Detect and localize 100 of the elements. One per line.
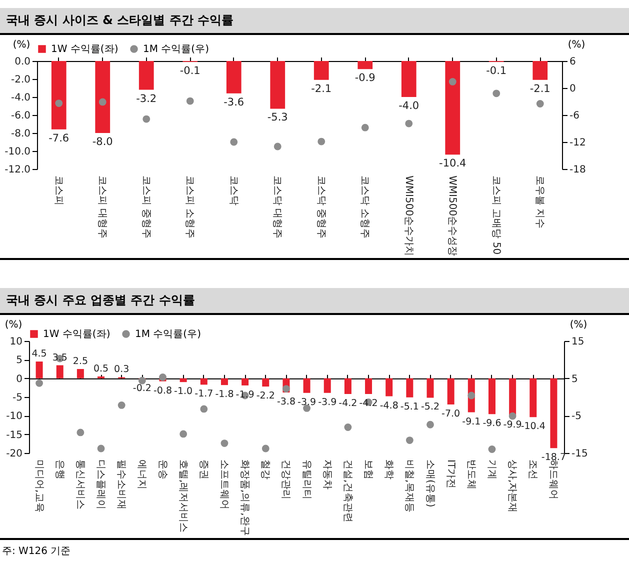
y-axis-title: (%) — [4, 320, 22, 330]
y2-tick-label: 5 — [572, 374, 578, 385]
y-tick-label: 0.0 — [14, 56, 30, 68]
x-tick-label: 운송 — [156, 460, 168, 480]
x-tick-label: 코스피 고배당 50 — [490, 176, 502, 255]
data-label: -9.9 — [503, 419, 522, 430]
x-tick-label: 상사,자본재 — [506, 460, 518, 513]
data-label: -5.1 — [400, 401, 419, 412]
data-label: -3.6 — [224, 96, 244, 108]
y-tick-label: -6.0 — [10, 110, 30, 122]
x-tick-label: 소매(유통) — [424, 460, 436, 508]
data-label: -7.6 — [48, 132, 70, 144]
x-tick-label: 필수소비재 — [116, 460, 127, 510]
y2-axis-title: (%) — [570, 320, 588, 330]
data-label: -9.1 — [462, 416, 481, 428]
data-label: -5.3 — [267, 112, 288, 124]
x-tick-label: 비철,목재등 — [404, 460, 415, 513]
data-label: -3.9 — [298, 396, 316, 408]
data-label: -4.2 — [338, 398, 358, 410]
x-tick-label: WMI500순수성장 — [446, 176, 458, 256]
data-label: -7.0 — [442, 408, 460, 420]
legend-label: 1M 수익률(우) — [143, 44, 210, 55]
y2-tick-label: -5 — [572, 411, 582, 422]
data-label: -0.1 — [180, 64, 200, 77]
y-tick-label: -10.0 — [4, 146, 30, 158]
x-tick-label: 자동차 — [321, 460, 332, 490]
y2-tick-label: -6 — [570, 110, 580, 122]
x-tick-label: 코스닥 — [228, 176, 239, 206]
y2-tick-label: 15 — [572, 336, 584, 348]
x-tick-label: 반도체 — [465, 460, 476, 490]
data-label: -2.1 — [530, 82, 550, 95]
y2-tick-label: -12 — [570, 138, 586, 148]
x-tick-label: 코스닥 소형주 — [359, 176, 370, 239]
x-tick-label: 철강 — [260, 460, 271, 480]
x-tick-label: 조선 — [527, 460, 538, 480]
chart-title: 국내 증시 사이즈 & 스타일별 주간 수익률 — [0, 8, 629, 35]
data-label: -0.8 — [153, 385, 172, 396]
x-tick-label: IT가전 — [444, 460, 456, 489]
x-tick-label: 증권 — [198, 460, 209, 480]
data-label: -2.2 — [256, 390, 275, 402]
x-tick-label: 코스피 대형주 — [96, 176, 108, 239]
data-label: 0.5 — [93, 363, 109, 374]
x-tick-label: 코스피 소형주 — [184, 176, 196, 239]
x-tick-label: 호텔,레저서비스 — [177, 460, 188, 533]
y-tick-label: 10 — [10, 336, 22, 348]
data-label: -0.9 — [354, 72, 376, 84]
data-label: -1.0 — [174, 386, 193, 398]
y-tick-label: -8.0 — [10, 128, 30, 140]
y-tick-label: 5 — [16, 355, 22, 366]
y2-axis-title: (%) — [568, 40, 586, 50]
x-tick-label: 에너지 — [136, 460, 148, 490]
data-label: -1.8 — [215, 389, 234, 400]
data-label: -10.4 — [439, 158, 467, 170]
x-tick-label: WMI500순수가치 — [402, 176, 414, 256]
y-axis-title: (%) — [12, 40, 30, 50]
y2-tick-label: 0 — [570, 84, 576, 94]
data-label: -10.4 — [520, 421, 546, 432]
x-tick-label: 보험 — [362, 460, 374, 480]
y2-tick-label: -18 — [570, 164, 586, 176]
x-tick-label: 코스닥 대형주 — [272, 176, 283, 239]
x-tick-label: 코스닥 중형주 — [315, 176, 326, 239]
data-label: -4.8 — [380, 400, 398, 412]
x-tick-label: 소프트웨어 — [218, 460, 230, 510]
x-tick-label: 은행 — [54, 460, 65, 480]
data-label: -0.2 — [132, 383, 152, 394]
text: 주: W126 기준 — [0, 538, 629, 562]
x-tick-label: 화장품,의류,완구 — [239, 460, 250, 536]
y2-tick-label: -15 — [572, 448, 588, 460]
x-tick-label: 로우볼 지수 — [534, 176, 546, 229]
data-label: -0.1 — [486, 64, 507, 77]
x-tick-label: 화학 — [383, 460, 394, 480]
x-tick-label: 미디어,교육 — [33, 460, 44, 513]
y-tick-label: -15 — [6, 430, 22, 441]
y-tick-label: -12.0 — [4, 164, 30, 176]
data-label: -4.0 — [398, 100, 420, 112]
legend-label: 1W 수익률(좌) — [43, 329, 110, 340]
x-tick-label: 코스피 — [52, 176, 64, 206]
chart-title: 국내 증시 주요 업종별 주간 수익률 — [0, 288, 629, 315]
data-label: -3.9 — [318, 396, 337, 408]
x-tick-label: 건강관리 — [280, 460, 292, 500]
legend-label: 1W 수익률(좌) — [51, 44, 118, 55]
data-label: -5.2 — [420, 402, 440, 413]
y-tick-label: 0 — [16, 374, 22, 385]
data-label: 2.5 — [72, 356, 88, 367]
data-label: -8.0 — [92, 136, 113, 148]
data-label: -4.2 — [359, 398, 378, 410]
data-label: -2.1 — [311, 82, 332, 95]
x-tick-label: 유틸리티 — [300, 460, 312, 500]
data-label: 4.5 — [32, 348, 47, 360]
y-tick-label: -10 — [6, 411, 22, 422]
data-label: -1.9 — [236, 389, 254, 400]
x-tick-label: 코스피 중형주 — [140, 176, 152, 239]
legend-label: 1M 수익률(우) — [135, 329, 202, 340]
data-label: -3.2 — [136, 92, 157, 105]
data-label: 3.5 — [52, 352, 68, 364]
data-label: -1.7 — [194, 388, 214, 400]
data-label: -9.6 — [482, 418, 502, 430]
y-tick-label: -4.0 — [10, 92, 30, 104]
y-tick-label: -2.0 — [10, 74, 30, 86]
x-tick-label: 건설,건축관련 — [342, 460, 353, 523]
